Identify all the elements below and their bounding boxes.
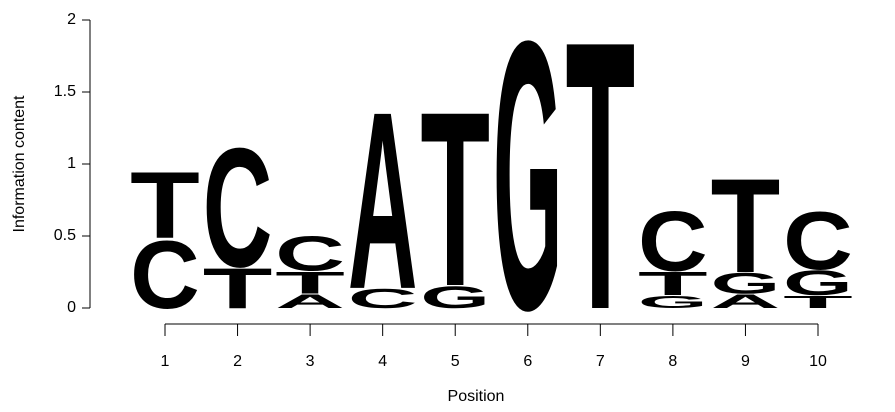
logo-letter: A bbox=[711, 290, 781, 312]
logo-letter: T bbox=[783, 292, 853, 312]
x-tick-label: 7 bbox=[596, 353, 605, 370]
logo-letter: C bbox=[783, 195, 853, 287]
x-tick-label: 9 bbox=[741, 353, 750, 370]
x-tick-label: 10 bbox=[809, 353, 827, 370]
logo-letter: G bbox=[638, 292, 708, 312]
logo-letter: T bbox=[420, 61, 490, 339]
x-tick-label: 6 bbox=[523, 353, 532, 370]
logo-letter: T bbox=[275, 265, 345, 301]
logo-letter: C bbox=[203, 114, 273, 303]
logo-letter: T bbox=[711, 151, 781, 301]
y-tick-label: 1 bbox=[67, 155, 76, 172]
logo-letter: G bbox=[711, 267, 781, 300]
logo-letter: G bbox=[783, 263, 853, 303]
logo-letter: C bbox=[130, 222, 200, 329]
x-tick-label: 3 bbox=[306, 353, 315, 370]
y-tick-label: 1.5 bbox=[54, 83, 76, 100]
x-tick-label: 4 bbox=[378, 353, 387, 370]
x-axis-label: Position bbox=[448, 388, 505, 405]
logo-letter: C bbox=[275, 227, 345, 282]
logo-letter: T bbox=[566, 0, 636, 389]
logo-letter: T bbox=[130, 152, 200, 258]
x-tick-label: 8 bbox=[668, 353, 677, 370]
logo-letter: G bbox=[420, 280, 490, 315]
logo-letter: A bbox=[348, 59, 418, 342]
logo-letter: A bbox=[275, 290, 345, 312]
y-axis-label: Information content bbox=[11, 95, 28, 233]
y-tick-label: 2 bbox=[67, 11, 76, 28]
logo-letter: G bbox=[493, 0, 563, 389]
y-tick-label: 0 bbox=[67, 299, 76, 316]
logo-letter: C bbox=[348, 283, 418, 314]
x-tick-label: 5 bbox=[451, 353, 460, 370]
y-tick-label: 0.5 bbox=[54, 227, 76, 244]
x-tick-label: 1 bbox=[161, 353, 170, 370]
logo-letter: T bbox=[638, 265, 708, 303]
x-tick-label: 2 bbox=[233, 353, 242, 370]
logo-letter: T bbox=[203, 257, 273, 321]
logo-letter: C bbox=[638, 195, 708, 289]
